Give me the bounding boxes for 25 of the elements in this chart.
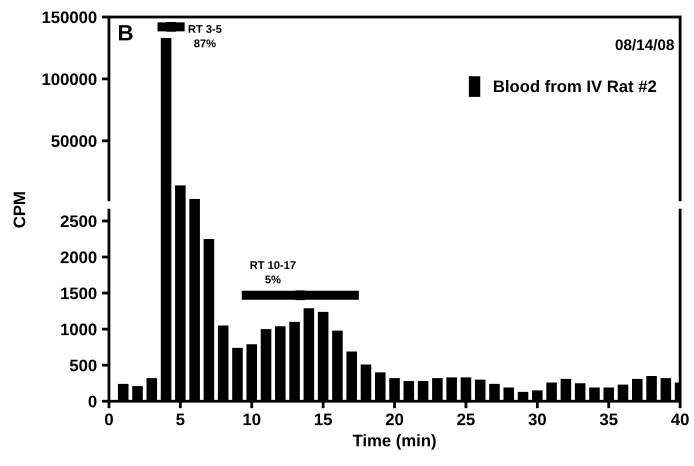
x-tick-label: 5: [176, 414, 185, 426]
y-tick-label: 500: [70, 360, 96, 372]
x-tick-label: 15: [314, 414, 332, 426]
x-tick-label: 40: [671, 413, 689, 426]
y-tick-label: 150000: [42, 11, 96, 24]
x-axis-title: Time (min): [352, 434, 436, 450]
x-tick-label: 0: [104, 413, 113, 426]
y-tick-label: 50000: [51, 135, 96, 148]
x-tick-label: 20: [386, 413, 404, 426]
legend-label: Blood from IV Rat #2: [494, 80, 656, 92]
y-tick-label: 100000: [42, 73, 96, 86]
y-axis-title: CPM: [13, 192, 26, 228]
y-tick-label: 1500: [61, 287, 96, 300]
annotation: RT 10-17 5%: [250, 261, 296, 284]
x-tick-label: 30: [528, 413, 546, 426]
y-tick-label: 2500: [60, 215, 96, 228]
annotation: B: [119, 25, 133, 40]
annotation: RT 3-5 87%: [188, 25, 222, 48]
x-tick-label: 25: [457, 413, 475, 426]
annotation: 08/14/08: [616, 38, 674, 50]
x-tick-label: 35: [600, 413, 618, 426]
y-tick-label: 1000: [61, 324, 96, 336]
y-tick-label: 2000: [60, 251, 96, 264]
x-tick-label: 10: [244, 413, 260, 426]
y-tick-label: 0: [88, 396, 96, 408]
